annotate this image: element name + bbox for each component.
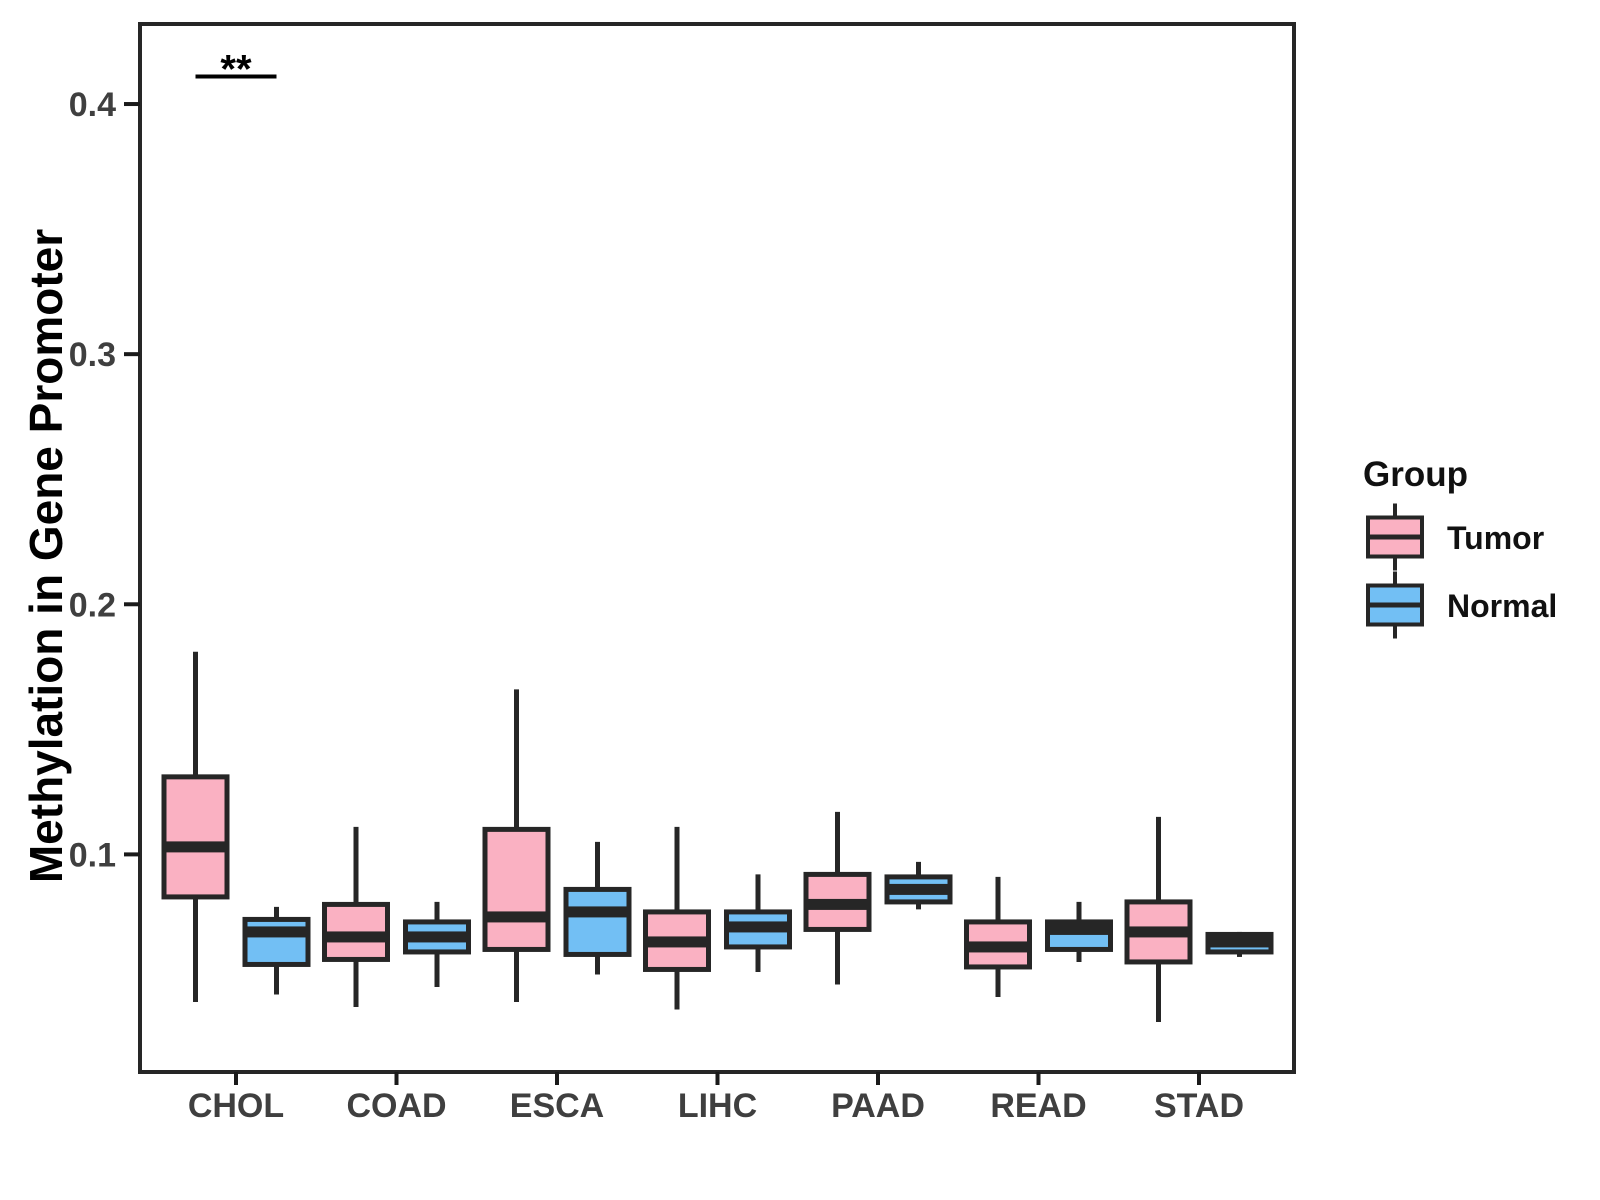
panel-border bbox=[138, 22, 1296, 1074]
median-tumor-paad bbox=[806, 898, 869, 910]
x-category-label: COAD bbox=[346, 1087, 446, 1125]
median-tumor-chol bbox=[164, 841, 227, 853]
x-category-label: LIHC bbox=[678, 1087, 757, 1125]
median-tumor-lihc bbox=[645, 936, 709, 948]
x-category-label: STAD bbox=[1154, 1087, 1244, 1125]
x-category-label: READ bbox=[990, 1087, 1086, 1125]
significance-label: ** bbox=[220, 48, 252, 92]
median-normal-stad bbox=[1208, 936, 1271, 948]
median-normal-esca bbox=[566, 906, 629, 918]
x-category-label: CHOL bbox=[188, 1087, 284, 1125]
legend-key-median bbox=[1368, 534, 1422, 540]
y-tick-label: 0.3 bbox=[69, 336, 116, 374]
legend-title: Group bbox=[1363, 455, 1468, 494]
y-tick-label: 0.1 bbox=[69, 836, 116, 874]
median-normal-paad bbox=[887, 883, 950, 895]
legend-label-tumor: Tumor bbox=[1447, 520, 1544, 556]
y-tick-label: 0.2 bbox=[69, 586, 116, 624]
median-normal-read bbox=[1047, 923, 1111, 935]
median-tumor-read bbox=[966, 941, 1030, 953]
box-tumor-esca bbox=[482, 826, 551, 952]
x-category-label: PAAD bbox=[831, 1087, 925, 1125]
x-category-label: ESCA bbox=[510, 1087, 604, 1125]
median-tumor-stad bbox=[1127, 926, 1190, 938]
box-normal-chol bbox=[242, 916, 311, 967]
legend-keys bbox=[1366, 503, 1424, 639]
median-tumor-coad bbox=[324, 931, 388, 943]
box-tumor-chol bbox=[161, 774, 230, 900]
median-normal-coad bbox=[405, 931, 469, 943]
legend: Group Tumor Normal bbox=[1363, 455, 1557, 639]
y-tick-label: 0.4 bbox=[69, 86, 116, 124]
median-normal-lihc bbox=[726, 921, 790, 933]
y-axis-title: Methylation in Gene Promoter bbox=[20, 229, 72, 883]
median-tumor-esca bbox=[485, 911, 548, 923]
median-normal-chol bbox=[245, 926, 308, 938]
legend-key-median bbox=[1368, 602, 1422, 608]
legend-key-tumor-icon bbox=[1366, 503, 1424, 571]
plot-area: 0.1 0.2 0.3 0.4 CHOL COAD ESCA LIHC PAAD READ STAD… bbox=[69, 22, 1296, 1125]
box-normal-esca bbox=[563, 886, 632, 957]
legend-label-normal: Normal bbox=[1447, 588, 1557, 624]
legend-key-normal-icon bbox=[1366, 571, 1424, 639]
